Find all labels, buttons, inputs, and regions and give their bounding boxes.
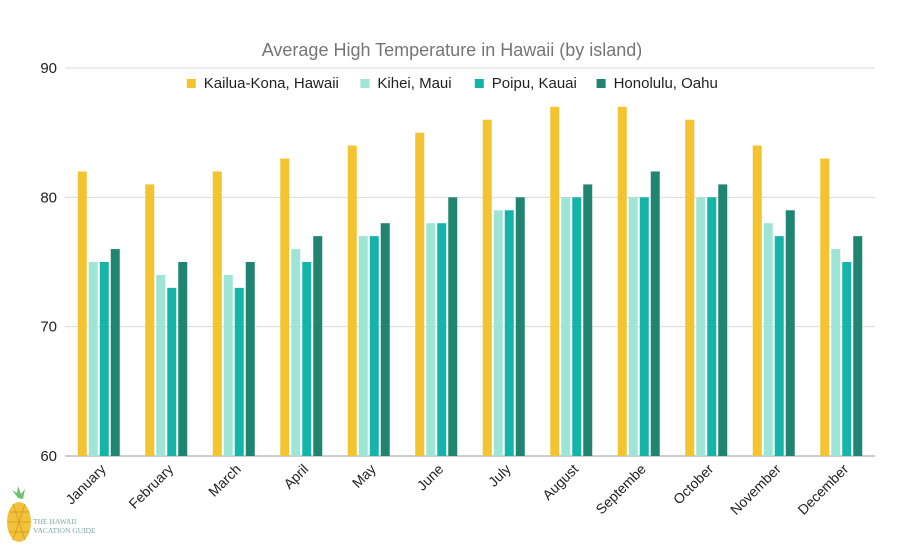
bar	[77, 171, 87, 456]
bar	[482, 119, 492, 456]
x-tick-label: Septembe	[592, 461, 649, 518]
watermark-line1: THE HAWAII	[33, 517, 77, 526]
legend-label: Kailua-Kona, Hawaii	[204, 75, 339, 92]
bar	[448, 197, 458, 457]
bar	[583, 184, 593, 456]
x-tick-label: October	[670, 461, 717, 508]
x-tick-label: July	[485, 461, 514, 490]
legend-swatch	[186, 79, 196, 88]
bar	[785, 210, 795, 456]
legend-swatch	[596, 79, 606, 88]
grid	[65, 67, 875, 457]
bar	[707, 197, 717, 457]
bar	[842, 262, 852, 456]
bar	[774, 236, 784, 456]
x-tick-label: June	[414, 461, 447, 494]
bar	[718, 184, 728, 456]
bar	[178, 262, 188, 456]
bar	[415, 132, 425, 456]
bar	[437, 223, 447, 456]
x-tick-label: May	[349, 461, 379, 491]
bar	[639, 197, 649, 457]
bar	[223, 274, 233, 456]
bar	[685, 119, 695, 456]
bar	[212, 171, 222, 456]
watermark-line2: VACATION GUIDE	[33, 526, 96, 535]
bar	[245, 262, 255, 456]
bar	[752, 145, 762, 456]
y-tick-label: 90	[40, 60, 57, 77]
bar	[515, 197, 525, 457]
bar	[820, 158, 830, 457]
x-axis: January February March April May June July Augu…	[62, 461, 851, 518]
bar	[650, 171, 660, 456]
bar	[380, 223, 390, 456]
bar	[313, 236, 323, 456]
x-tick-label: November	[727, 461, 784, 518]
chart-title: Average High Temperature in Hawaii (by i…	[262, 40, 643, 60]
legend-label: Kihei, Maui	[377, 75, 451, 92]
bar	[572, 197, 582, 457]
bar	[617, 106, 627, 457]
pineapple-icon	[7, 486, 31, 542]
bar	[234, 287, 244, 456]
bar	[99, 262, 109, 456]
bar	[853, 236, 863, 456]
legend-label: Poipu, Kauai	[492, 75, 577, 92]
bar	[302, 262, 312, 456]
bar	[426, 223, 436, 456]
x-tick-label: February	[125, 461, 176, 512]
bar	[493, 210, 503, 456]
legend-swatch	[474, 79, 484, 88]
bar	[291, 249, 301, 456]
bar	[628, 197, 638, 457]
bar	[696, 197, 706, 457]
bar	[550, 106, 560, 457]
bar	[156, 274, 166, 456]
x-tick-label: March	[205, 461, 244, 500]
bar	[831, 249, 841, 456]
bar	[358, 236, 368, 456]
bar	[763, 223, 773, 456]
bars	[77, 106, 863, 457]
watermark-logo: THE HAWAII VACATION GUIDE	[7, 486, 96, 542]
bar	[167, 287, 177, 456]
legend-swatch	[360, 79, 370, 88]
legend-label: Honolulu, Oahu	[614, 75, 718, 92]
bar	[561, 197, 571, 457]
x-tick-label: January	[62, 461, 109, 508]
legend: Kailua-Kona, Hawaii Kihei, Maui Poipu, Kau…	[186, 75, 718, 92]
y-tick-label: 80	[40, 189, 57, 206]
y-tick-label: 70	[40, 319, 57, 336]
x-tick-label: December	[794, 461, 851, 518]
y-tick-label: 60	[40, 448, 57, 465]
bar	[369, 236, 379, 456]
x-tick-label: August	[539, 461, 581, 503]
bar	[110, 249, 120, 456]
bar	[504, 210, 514, 456]
x-tick-label: April	[280, 461, 311, 492]
bar	[88, 262, 98, 456]
bar	[347, 145, 357, 456]
bar	[280, 158, 290, 457]
y-axis: 60 70 80 90	[40, 60, 57, 465]
bar	[145, 184, 155, 456]
